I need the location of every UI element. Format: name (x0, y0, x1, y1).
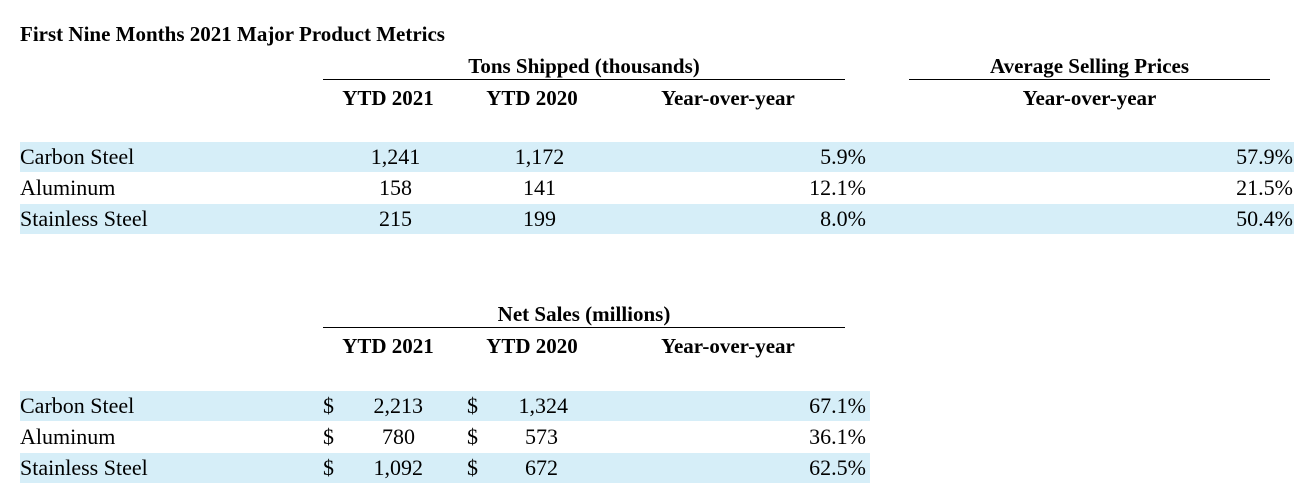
sales-col-ytd-2021: YTD 2021 (342, 334, 434, 358)
sales-yoy-value: 67.1% (809, 393, 866, 418)
row-label: Stainless Steel (20, 206, 148, 231)
sales-ytd-2021-value: 1,092 (373, 455, 424, 480)
sales-yoy-value: 62.5% (809, 455, 866, 480)
tons-col-ytd-2021: YTD 2021 (342, 86, 434, 110)
tons-col-ytd-2020: YTD 2020 (486, 86, 578, 110)
tons-ytd-2020-value: 1,172 (514, 144, 565, 169)
tons-shipped-rule (323, 79, 845, 80)
row-band (20, 204, 1294, 234)
tons-yoy-value: 12.1% (809, 175, 866, 200)
row-band (20, 453, 870, 483)
currency-symbol: $ (323, 393, 334, 418)
row-label: Aluminum (20, 175, 116, 200)
asp-yoy-value: 21.5% (1236, 175, 1293, 200)
asp-yoy-value: 57.9% (1236, 144, 1293, 169)
sales-ytd-2020-value: 672 (525, 455, 558, 480)
sales-ytd-2021-value: 780 (382, 424, 415, 449)
row-label: Carbon Steel (20, 144, 135, 169)
tons-shipped-heading: Tons Shipped (thousands) (468, 54, 700, 78)
row-band (20, 391, 870, 421)
tons-ytd-2021-value: 215 (379, 206, 412, 231)
tons-ytd-2021-value: 158 (379, 175, 412, 200)
sales-yoy-value: 36.1% (809, 424, 866, 449)
currency-symbol: $ (323, 424, 334, 449)
asp-yoy-value: 50.4% (1236, 206, 1293, 231)
sales-ytd-2020-value: 1,324 (518, 393, 569, 418)
row-label: Carbon Steel (20, 393, 135, 418)
tons-yoy-value: 8.0% (820, 206, 866, 231)
asp-col-yoy: Year-over-year (1022, 86, 1157, 110)
currency-symbol: $ (467, 455, 478, 480)
currency-symbol: $ (323, 455, 334, 480)
asp-heading: Average Selling Prices (989, 54, 1190, 78)
row-label: Aluminum (20, 424, 116, 449)
tons-yoy-value: 5.9% (820, 144, 866, 169)
net-sales-rule (323, 327, 845, 328)
row-band (20, 142, 1294, 172)
tons-ytd-2020-value: 141 (523, 175, 556, 200)
asp-rule (909, 79, 1270, 80)
net-sales-heading: Net Sales (millions) (497, 302, 671, 326)
sales-col-ytd-2020: YTD 2020 (486, 334, 578, 358)
sales-ytd-2020-value: 573 (525, 424, 558, 449)
tons-col-yoy: Year-over-year (661, 86, 795, 110)
row-label: Stainless Steel (20, 455, 148, 480)
page-title: First Nine Months 2021 Major Product Met… (20, 22, 445, 46)
sales-col-yoy: Year-over-year (661, 334, 795, 358)
tons-ytd-2020-value: 199 (523, 206, 556, 231)
sales-ytd-2021-value: 2,213 (373, 393, 424, 418)
currency-symbol: $ (467, 424, 478, 449)
tons-ytd-2021-value: 1,241 (370, 144, 421, 169)
currency-symbol: $ (467, 393, 478, 418)
